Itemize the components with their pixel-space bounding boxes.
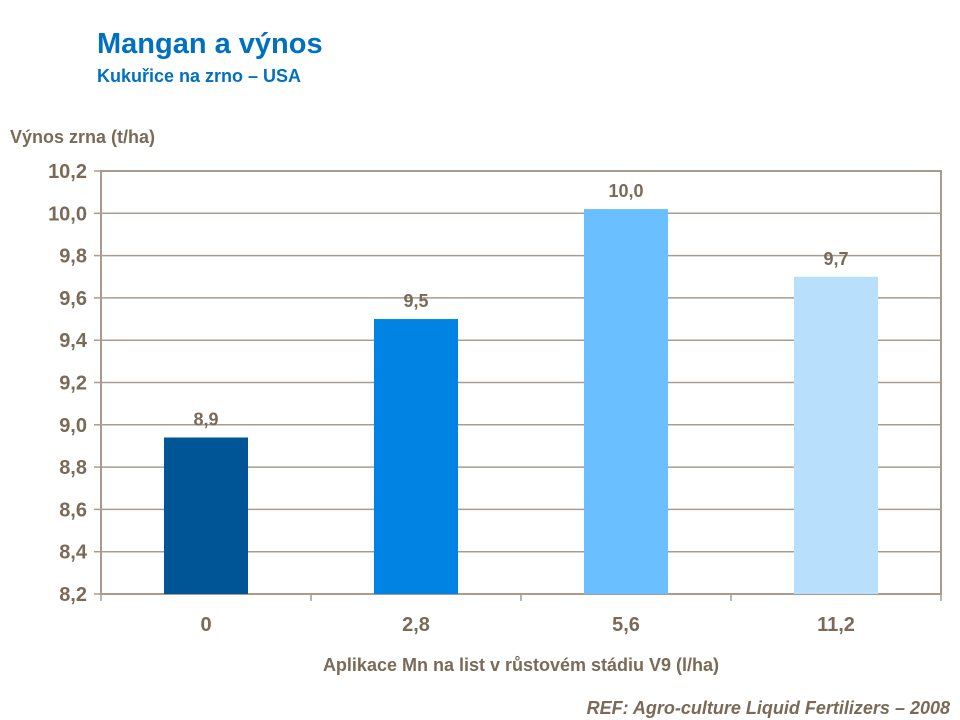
data-label: 8,9	[193, 409, 218, 429]
x-tick-label: 5,6	[612, 614, 640, 636]
bar	[374, 319, 458, 594]
bar	[794, 276, 878, 594]
x-axis-label: Aplikace Mn na list v růstovém stádiu V9…	[322, 655, 720, 675]
data-label: 9,7	[823, 249, 848, 269]
y-tick-label: 10,0	[48, 203, 87, 225]
y-tick-label: 8,8	[59, 457, 87, 479]
data-label: 9,5	[403, 291, 428, 311]
reference-note: REF: Agro-culture Liquid Fertilizers – 2…	[586, 698, 950, 718]
chart-title: Mangan a výnos	[97, 28, 323, 60]
y-tick-label: 10,2	[48, 161, 87, 183]
y-axis-label: Výnos zrna (t/ha)	[10, 127, 156, 147]
y-tick-label: 8,6	[59, 499, 87, 521]
x-tick-label: 11,2	[817, 614, 855, 636]
data-label: 10,0	[608, 181, 643, 201]
x-tick-label: 0	[200, 614, 211, 636]
y-tick-label: 9,6	[59, 288, 87, 310]
y-tick-label: 9,2	[59, 373, 87, 395]
x-tick-label: 2,8	[402, 614, 430, 636]
y-tick-label: 9,4	[59, 330, 88, 352]
y-tick-label: 8,2	[59, 584, 87, 606]
chart-subtitle: Kukuřice na zrno – USA	[97, 66, 302, 86]
bar	[164, 437, 248, 594]
y-tick-label: 8,4	[59, 542, 88, 564]
y-tick-label: 9,0	[59, 415, 87, 437]
bar	[584, 209, 668, 594]
y-tick-label: 9,8	[59, 246, 87, 268]
